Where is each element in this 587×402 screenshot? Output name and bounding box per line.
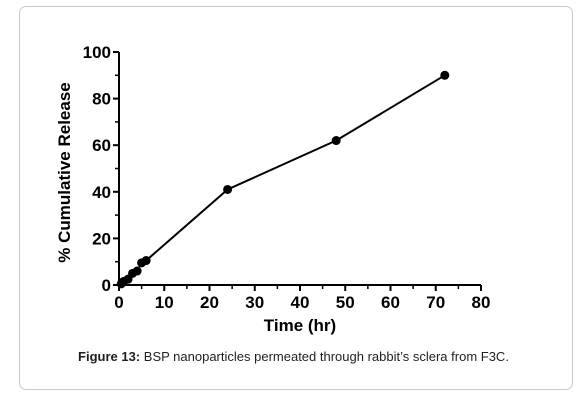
x-axis-title: Time (hr) (264, 316, 336, 335)
y-tick-label: 0 (102, 276, 111, 295)
figure-caption-text: BSP nanoparticles permeated through rabb… (140, 349, 509, 364)
x-tick-label: 10 (155, 293, 174, 312)
x-tick-label: 60 (381, 293, 400, 312)
x-tick-label: 50 (336, 293, 355, 312)
y-tick-label: 100 (83, 43, 111, 62)
series-line (120, 74, 446, 285)
y-tick-label: 60 (92, 136, 111, 155)
x-tick-label: 30 (245, 293, 264, 312)
x-tick-label: 80 (472, 293, 491, 312)
y-tick-label: 20 (92, 229, 111, 248)
x-tick-label: 0 (114, 293, 123, 312)
x-tick-label: 20 (200, 293, 219, 312)
chart-axes: 0 20 40 60 80 100 0 10 20 30 40 50 60 70 80 (83, 43, 491, 312)
data-point (141, 256, 151, 266)
data-point (331, 136, 341, 146)
figure-caption-label: Figure 13: (78, 349, 141, 364)
figure-frame (19, 6, 573, 390)
y-axis-title: % Cumulative Release (55, 82, 74, 262)
data-point (440, 70, 450, 80)
y-tick-label: 80 (92, 90, 111, 109)
y-tick-label: 40 (92, 183, 111, 202)
x-tick-label: 70 (426, 293, 445, 312)
chart-plot-area (116, 70, 450, 289)
x-tick-label: 40 (291, 293, 310, 312)
data-point (223, 184, 233, 194)
data-point (132, 266, 142, 276)
figure-caption: Figure 13: BSP nanoparticles permeated t… (0, 349, 587, 364)
